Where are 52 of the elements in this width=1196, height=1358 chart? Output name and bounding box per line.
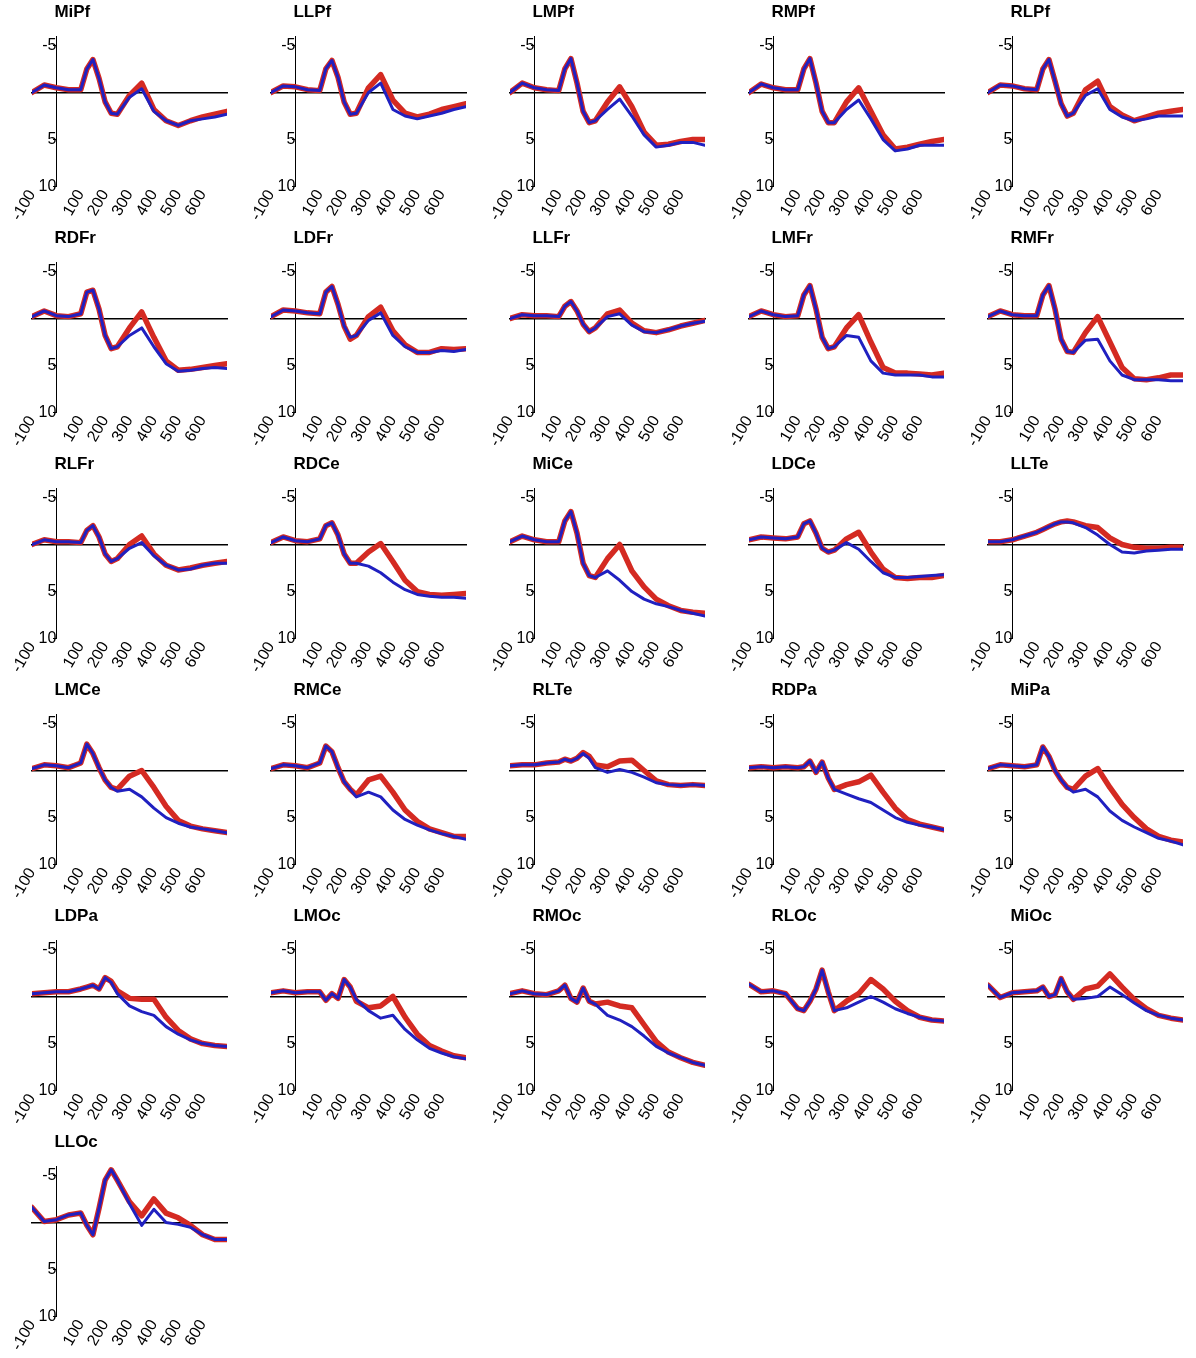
chart-title: LDFr [293, 228, 334, 248]
chart-title: MiPa [1010, 680, 1051, 700]
chart-title: RLOc [771, 906, 817, 926]
chart-title: MiOc [1010, 906, 1052, 926]
y-tick-label: 10 [755, 403, 774, 421]
chart-title: RMCe [293, 680, 342, 700]
y-tick-label: 10 [755, 629, 774, 647]
y-tick-label: 10 [38, 1081, 57, 1099]
y-tick-label: 10 [38, 855, 57, 873]
chart-title: RMPf [771, 2, 816, 22]
y-tick-label: 10 [277, 177, 296, 195]
chart-title: RMOc [532, 906, 582, 926]
chart-title: LMCe [54, 680, 101, 700]
chart-title: RDFr [54, 228, 97, 248]
y-tick-label: 10 [994, 855, 1013, 873]
chart-title: RLTe [532, 680, 573, 700]
chart-title: MiCe [532, 454, 573, 474]
y-tick-label: 10 [755, 177, 774, 195]
y-tick-label: 10 [277, 629, 296, 647]
y-tick-label: 10 [994, 1081, 1013, 1099]
y-tick-label: 10 [38, 403, 57, 421]
y-tick-label: 10 [994, 403, 1013, 421]
y-tick-label: 10 [994, 629, 1013, 647]
chart-title: RDCe [293, 454, 340, 474]
chart-title: RDPa [771, 680, 818, 700]
chart-title: LMFr [771, 228, 814, 248]
y-tick-label: 10 [516, 629, 535, 647]
chart-title: RLPf [1010, 2, 1051, 22]
y-tick-label: 10 [38, 629, 57, 647]
y-tick-label: 10 [755, 855, 774, 873]
y-tick-label: 10 [516, 1081, 535, 1099]
chart-title: LLOc [54, 1132, 98, 1152]
y-tick-label: 10 [38, 1307, 57, 1325]
y-tick-label: 10 [516, 855, 535, 873]
chart-title: LLFr [532, 228, 571, 248]
chart-title: LMPf [532, 2, 575, 22]
y-tick-label: 10 [277, 1081, 296, 1099]
y-tick-label: 10 [38, 177, 57, 195]
chart-title: LLTe [1010, 454, 1049, 474]
chart-title: LDCe [771, 454, 816, 474]
y-tick-label: 10 [516, 177, 535, 195]
chart-title: LDPa [54, 906, 99, 926]
chart-title: LMOc [293, 906, 341, 926]
y-tick-label: 10 [994, 177, 1013, 195]
y-tick-label: 10 [755, 1081, 774, 1099]
chart-title: MiPf [54, 2, 91, 22]
y-tick-label: 10 [277, 855, 296, 873]
chart-title: LLPf [293, 2, 332, 22]
chart-title: RLFr [54, 454, 95, 474]
y-tick-label: 10 [277, 403, 296, 421]
chart-title: RMFr [1010, 228, 1055, 248]
y-tick-label: 10 [516, 403, 535, 421]
